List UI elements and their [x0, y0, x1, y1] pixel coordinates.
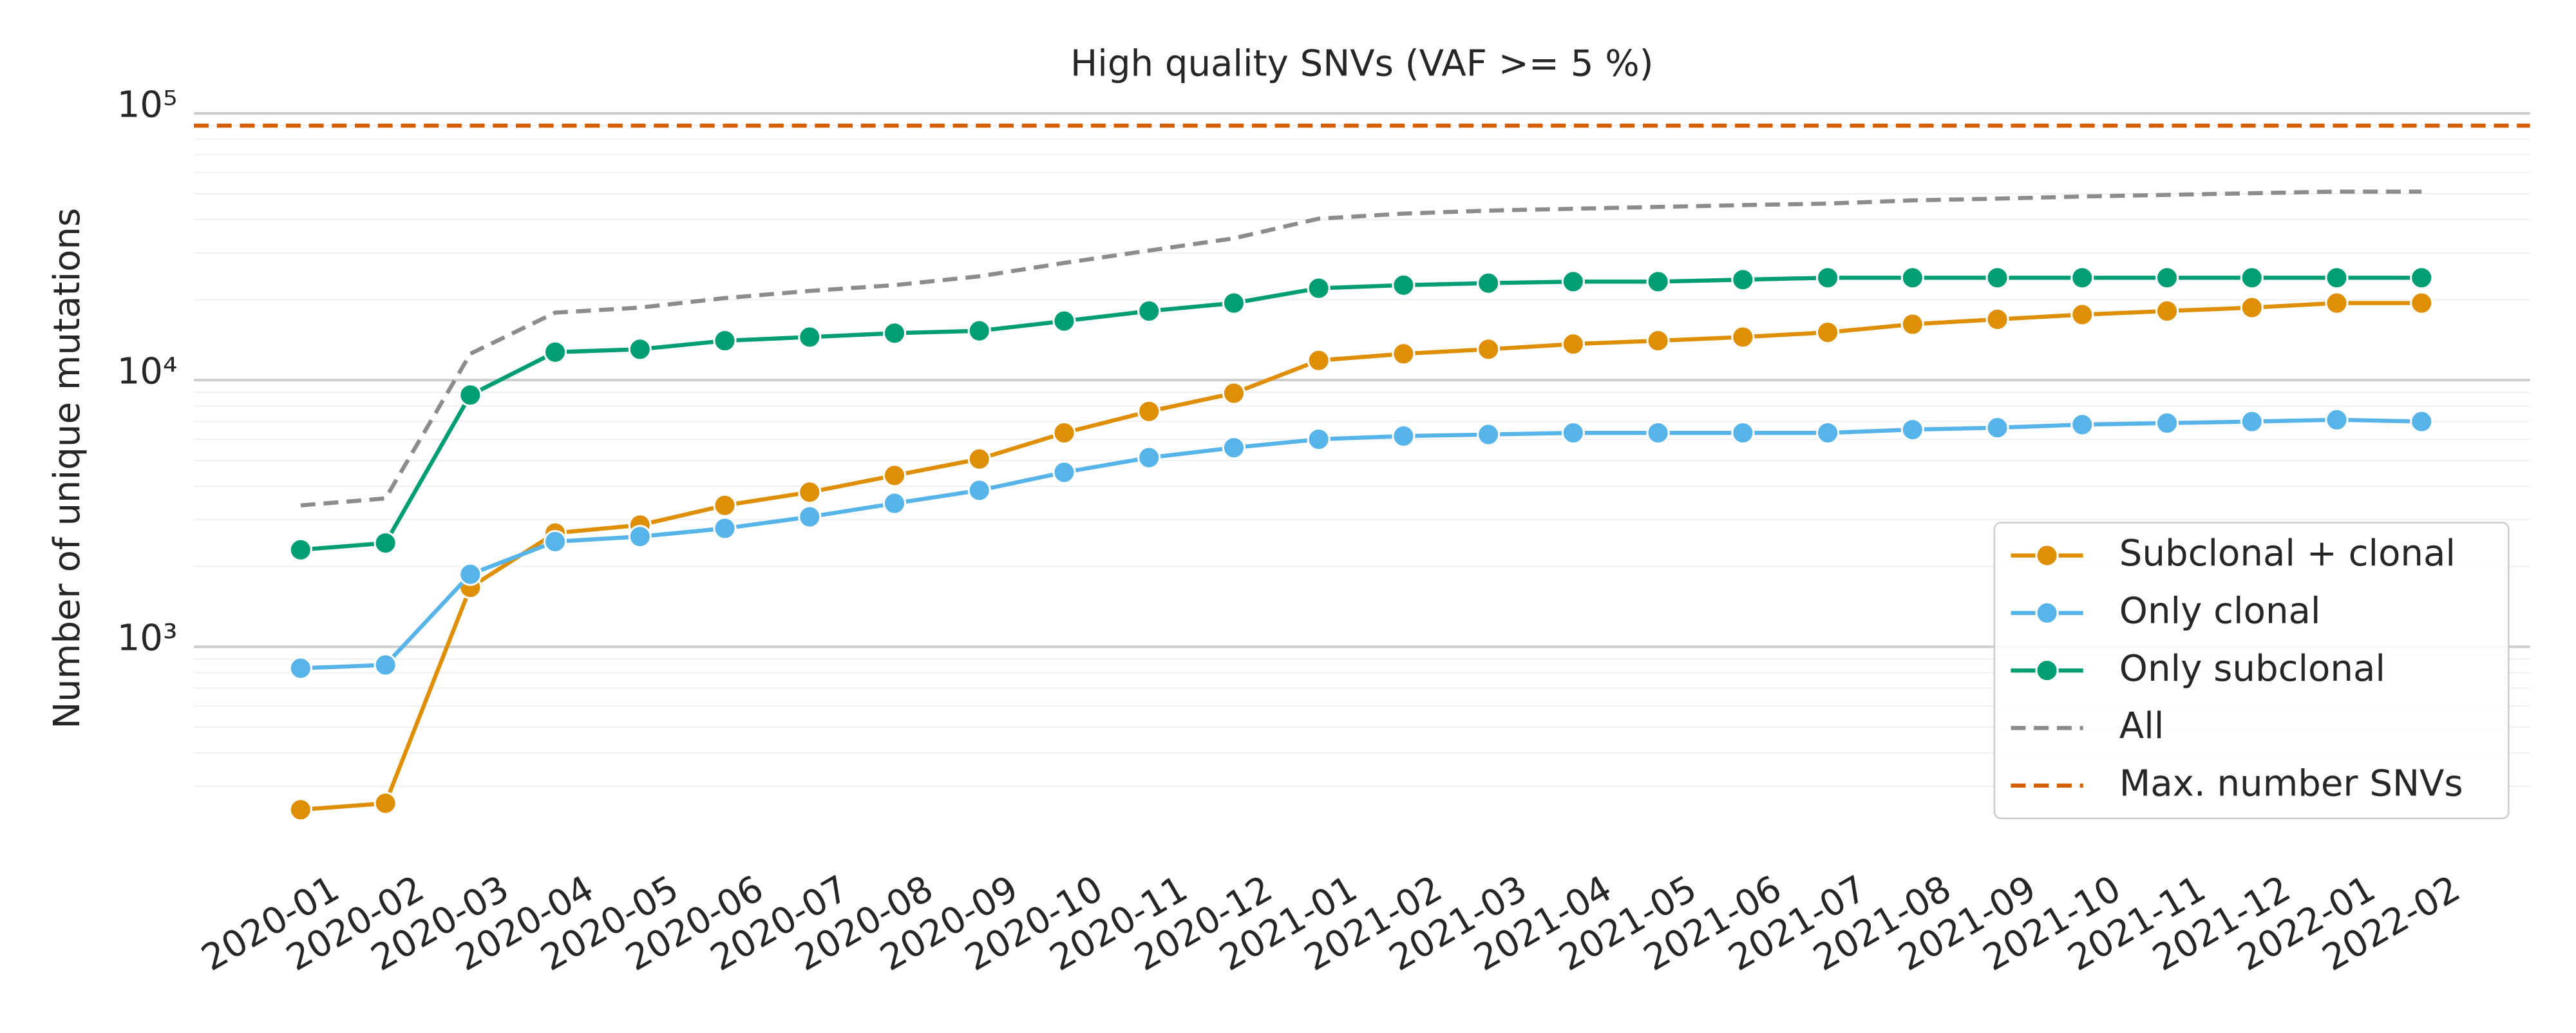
data-point	[1222, 381, 1246, 405]
data-point	[1222, 291, 1246, 315]
legend-marker	[2035, 601, 2059, 625]
series-line	[300, 301, 2422, 812]
data-point	[2070, 303, 2094, 327]
data-point	[713, 328, 737, 353]
data-point	[798, 480, 822, 504]
data-point	[459, 383, 482, 407]
data-point	[374, 531, 397, 555]
data-point	[1052, 309, 1076, 333]
data-point	[1477, 422, 1501, 446]
y-axis-label: Number of unique mutations	[46, 208, 88, 729]
series-line	[300, 417, 2422, 670]
legend-box	[1993, 522, 2510, 820]
data-point	[882, 321, 907, 345]
data-point	[2070, 413, 2094, 437]
data-point	[2240, 410, 2264, 433]
data-point	[2155, 266, 2179, 290]
data-point	[967, 479, 991, 502]
data-point	[1561, 270, 1585, 294]
data-point	[798, 505, 822, 529]
legend-label: Max. number SNVs	[2119, 763, 2463, 804]
data-point	[374, 791, 397, 815]
data-point	[2070, 266, 2094, 290]
data-point	[2410, 266, 2434, 290]
legend-label: All	[2119, 705, 2164, 747]
data-point	[1900, 418, 1924, 442]
data-point	[1392, 273, 1416, 297]
data-point	[543, 340, 567, 364]
data-point	[1477, 337, 1501, 361]
data-point	[1307, 348, 1331, 372]
data-point	[2325, 266, 2349, 290]
data-point	[967, 319, 991, 343]
data-point	[1307, 427, 1331, 451]
legend-label: Only clonal	[2119, 590, 2321, 632]
data-point	[1392, 342, 1416, 366]
chart-title: High quality SNVs (VAF >= 5 %)	[1070, 43, 1654, 85]
data-point	[1985, 415, 2009, 440]
data-point	[882, 464, 907, 488]
data-point	[1646, 421, 1670, 445]
data-point	[1731, 268, 1755, 292]
data-point	[1222, 436, 1246, 460]
data-point	[713, 516, 737, 540]
data-point	[1561, 332, 1585, 356]
data-point	[1137, 399, 1161, 423]
data-point	[289, 798, 312, 822]
data-point	[882, 491, 907, 515]
data-point	[2240, 266, 2264, 290]
legend-marker	[2035, 544, 2059, 567]
data-point	[1307, 276, 1331, 300]
data-point	[628, 337, 652, 361]
data-point	[374, 653, 397, 677]
data-point	[713, 493, 737, 517]
data-point	[1731, 325, 1755, 349]
data-point	[1646, 270, 1670, 294]
data-point	[2325, 291, 2349, 315]
data-point	[1815, 320, 1840, 345]
data-point	[1477, 271, 1501, 295]
data-point	[2155, 411, 2179, 435]
data-point	[1985, 307, 2009, 331]
data-point	[1900, 266, 1924, 290]
legend-marker	[2035, 659, 2059, 683]
data-point	[2410, 410, 2434, 433]
data-point	[1052, 421, 1076, 445]
legend-label: Only subclonal	[2119, 648, 2385, 690]
data-point	[1052, 460, 1076, 484]
data-point	[2325, 408, 2349, 431]
data-point	[1137, 299, 1161, 323]
data-point	[2410, 291, 2434, 315]
data-point	[1646, 328, 1670, 353]
data-point	[628, 525, 652, 549]
y-tick-label: 10³	[117, 618, 178, 659]
data-point	[543, 529, 567, 554]
data-point	[967, 447, 991, 471]
data-point	[1561, 421, 1585, 445]
data-point	[798, 325, 822, 349]
data-point	[2240, 296, 2264, 319]
data-point	[1731, 421, 1755, 445]
data-point	[1900, 312, 1924, 336]
legend-label: Subclonal + clonal	[2119, 533, 2456, 574]
data-point	[289, 656, 312, 680]
data-point	[1392, 424, 1416, 448]
y-tick-label: 10⁴	[117, 351, 178, 393]
series-line	[300, 276, 2422, 552]
y-tick-label: 10⁵	[117, 84, 178, 126]
data-point	[459, 562, 482, 586]
data-point	[289, 538, 312, 562]
data-point	[2155, 299, 2179, 323]
data-point	[1985, 266, 2009, 290]
series-line	[300, 189, 2422, 507]
data-point	[1815, 266, 1840, 290]
data-point	[1815, 421, 1840, 445]
data-point	[1137, 446, 1161, 469]
